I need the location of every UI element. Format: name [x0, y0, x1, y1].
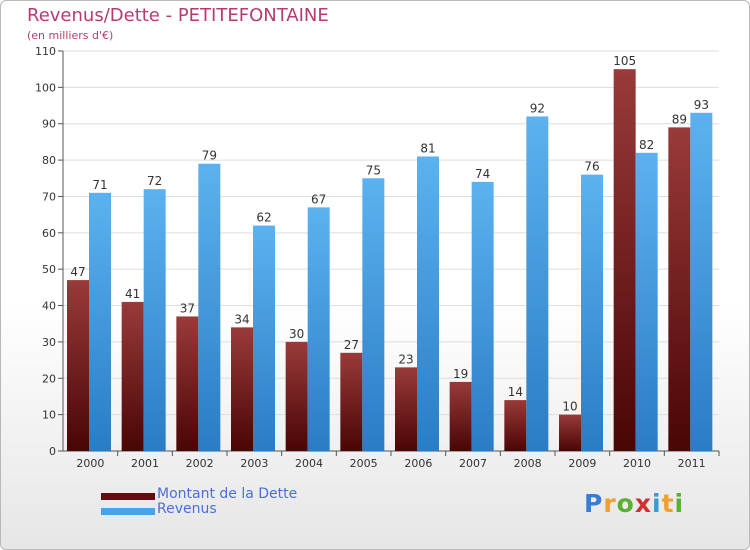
bar-dette — [340, 352, 363, 451]
x-tick-label: 2004 — [295, 457, 323, 470]
data-label: 72 — [147, 174, 162, 188]
bar-dette — [121, 301, 144, 451]
data-label: 34 — [234, 312, 249, 326]
y-tick-label: 70 — [42, 190, 56, 203]
bar-dette — [613, 69, 636, 451]
bar-revenus — [417, 156, 439, 452]
y-tick-label: 10 — [42, 409, 56, 422]
logo-letter: P — [584, 489, 604, 518]
bar-revenus — [690, 112, 713, 452]
chart-subtitle: (en milliers d'€) — [27, 29, 114, 42]
x-tick-label: 2005 — [350, 457, 378, 470]
bar-dette — [395, 367, 417, 451]
bar-dette — [285, 341, 308, 451]
data-label: 10 — [562, 400, 577, 414]
data-label: 105 — [613, 54, 636, 68]
bar-dette — [559, 414, 581, 451]
data-label: 47 — [70, 265, 85, 279]
data-label: 92 — [530, 101, 545, 115]
data-label: 27 — [344, 338, 359, 352]
bar-revenus — [253, 225, 275, 451]
x-tick-label: 2000 — [76, 457, 104, 470]
y-tick-label: 60 — [42, 227, 56, 240]
logo-letter: i — [652, 489, 662, 518]
bar-revenus — [526, 116, 549, 452]
logo-letter: x — [634, 489, 652, 518]
data-label: 14 — [508, 385, 523, 399]
logo-letter: r — [603, 489, 617, 518]
x-tick-label: 2007 — [459, 457, 487, 470]
data-label: 74 — [475, 167, 490, 181]
legend-swatch-revenus — [101, 508, 155, 515]
bar-revenus — [198, 163, 221, 451]
bar-revenus — [362, 178, 385, 452]
data-label: 30 — [289, 327, 304, 341]
data-label: 19 — [453, 367, 468, 381]
bar-revenus — [581, 174, 603, 452]
y-tick-label: 110 — [35, 45, 56, 58]
y-tick-label: 100 — [35, 81, 56, 94]
data-label: 23 — [398, 352, 413, 366]
bar-dette — [449, 381, 472, 451]
legend-label-dette: Montant de la Dette — [157, 486, 298, 502]
bar-revenus — [143, 189, 166, 451]
x-tick-label: 2003 — [240, 457, 268, 470]
y-tick-label: 40 — [42, 300, 56, 313]
logo-letter: o — [616, 489, 635, 518]
data-label: 89 — [672, 112, 687, 126]
bar-revenus — [635, 152, 658, 451]
x-tick-label: 2011 — [678, 457, 706, 470]
data-label: 37 — [180, 301, 195, 315]
data-label: 76 — [584, 160, 599, 174]
proxiti-logo: Proxiti — [584, 489, 684, 518]
bar-dette — [67, 280, 89, 451]
data-label: 71 — [92, 178, 107, 192]
legend-label-revenus: Revenus — [157, 501, 217, 517]
logo-letter: t — [661, 489, 675, 518]
logo-letter: i — [674, 489, 685, 518]
x-tick-label: 2001 — [131, 457, 159, 470]
x-tick-label: 2006 — [404, 457, 432, 470]
bar-dette — [504, 400, 527, 451]
bar-revenus — [89, 192, 111, 451]
y-tick-label: 0 — [49, 445, 56, 458]
bar-revenus — [307, 207, 330, 451]
data-label: 93 — [694, 98, 709, 112]
y-tick-label: 50 — [42, 263, 56, 276]
chart-title: Revenus/Dette - PETITEFONTAINE — [27, 5, 329, 26]
bar-revenus — [471, 181, 494, 451]
legend-swatch-dette — [101, 493, 155, 500]
y-tick-label: 90 — [42, 118, 56, 131]
x-tick-label: 2002 — [186, 457, 214, 470]
y-tick-label: 20 — [42, 372, 56, 385]
data-label: 79 — [202, 149, 217, 163]
y-tick-label: 30 — [42, 336, 56, 349]
bar-dette — [231, 327, 253, 451]
data-label: 82 — [639, 138, 654, 152]
x-tick-label: 2009 — [568, 457, 596, 470]
bar-dette — [668, 127, 691, 451]
data-label: 41 — [125, 287, 140, 301]
bar-dette — [176, 316, 199, 451]
data-label: 62 — [256, 211, 271, 225]
x-tick-label: 2010 — [623, 457, 651, 470]
x-tick-label: 2008 — [514, 457, 542, 470]
data-label: 81 — [420, 141, 435, 155]
data-label: 75 — [366, 163, 381, 177]
y-tick-label: 80 — [42, 154, 56, 167]
data-label: 67 — [311, 192, 326, 206]
